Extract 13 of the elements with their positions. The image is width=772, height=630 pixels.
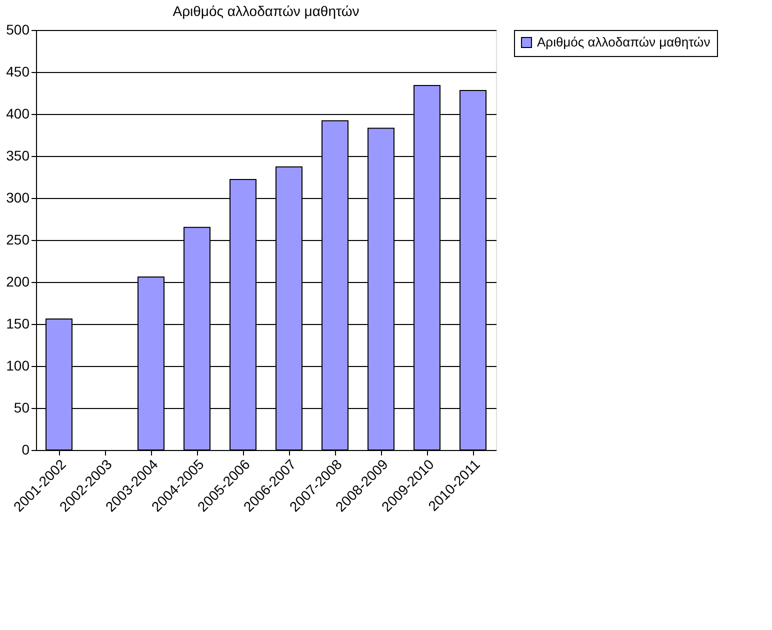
y-tick-label: 450 <box>6 64 30 80</box>
y-tick-label: 350 <box>6 148 30 164</box>
y-tick-label: 300 <box>6 190 30 206</box>
y-tick-label: 50 <box>14 400 30 416</box>
y-tick-label: 250 <box>6 232 30 248</box>
chart-title: Αριθμός αλλοδαπών μαθητών <box>172 3 360 19</box>
y-tick-label: 0 <box>22 442 30 458</box>
y-tick-label: 500 <box>6 22 30 38</box>
legend-label: Αριθμός αλλοδαπών μαθητών <box>537 34 710 50</box>
y-tick-label: 150 <box>6 316 30 332</box>
y-tick-label: 400 <box>6 106 30 122</box>
y-tick-label: 200 <box>6 274 30 290</box>
y-tick-label: 100 <box>6 358 30 374</box>
